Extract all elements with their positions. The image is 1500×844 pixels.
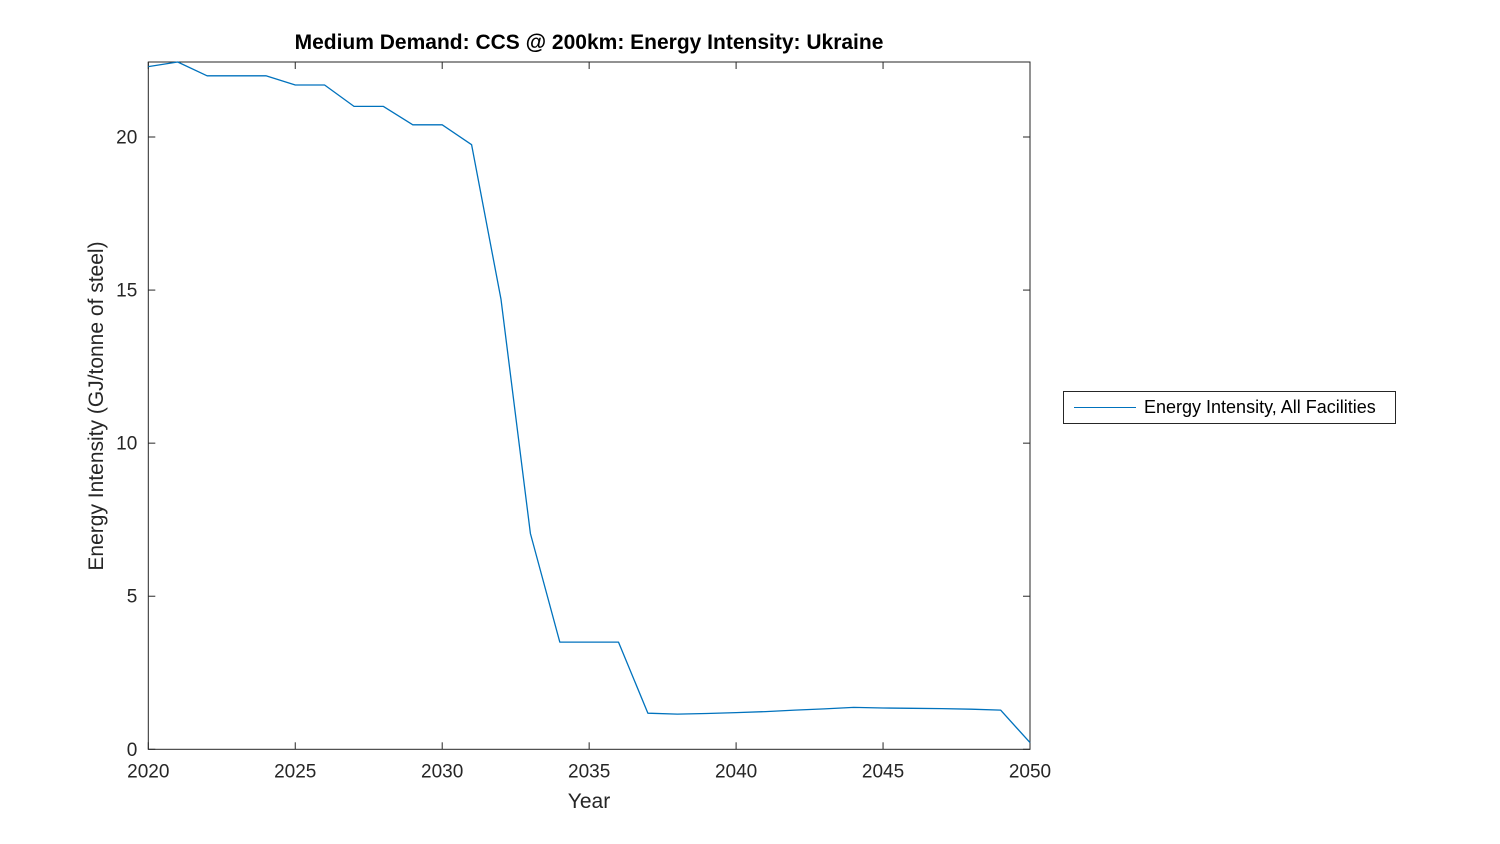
x-tick-label: 2050: [1009, 761, 1051, 782]
x-tick-label: 2020: [127, 761, 169, 782]
series-line: [148, 61, 1031, 744]
y-tick-label: 20: [116, 128, 137, 149]
x-tick-label: 2045: [862, 761, 904, 782]
y-tick-label: 10: [116, 434, 137, 455]
x-axis-label: Year: [567, 790, 611, 813]
x-tick-label: 2025: [274, 761, 316, 782]
y-tick-label: 0: [127, 740, 138, 761]
x-tick-label: 2035: [568, 761, 610, 782]
chart-title: Medium Demand: CCS @ 200km: Energy Inten…: [294, 31, 884, 54]
x-tick-label: 2040: [715, 761, 757, 782]
y-tick-label: 15: [116, 281, 137, 302]
y-tick-label: 5: [127, 587, 138, 608]
x-tick-label: 2030: [421, 761, 463, 782]
legend: Energy Intensity, All Facilities: [1063, 391, 1396, 424]
legend-line-sample: [1074, 407, 1136, 408]
axis-box: [147, 61, 1031, 750]
legend-label: Energy Intensity, All Facilities: [1144, 397, 1376, 417]
